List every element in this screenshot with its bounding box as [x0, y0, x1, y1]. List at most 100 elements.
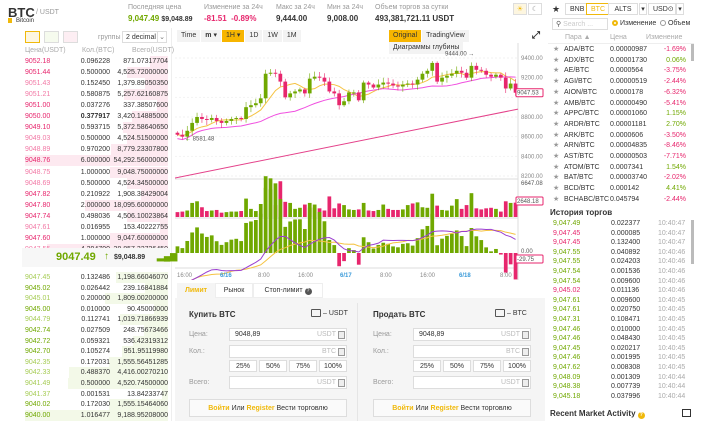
- star-icon[interactable]: ★: [553, 153, 560, 160]
- star-icon[interactable]: ★: [553, 131, 560, 139]
- tab-btc[interactable]: BTC: [586, 3, 610, 15]
- stepper-icon[interactable]: [522, 348, 529, 356]
- dark-theme-icon[interactable]: ☾: [528, 3, 542, 15]
- book-row[interactable]: 9042.74 0.027509 248.75673466: [25, 325, 168, 336]
- usd-dropdown-icon[interactable]: ▾: [676, 3, 684, 15]
- book-row[interactable]: 9051.44 0.500000 4,525.72000000: [25, 67, 168, 79]
- pct-75-button[interactable]: 75%: [289, 360, 317, 372]
- col-change[interactable]: Изменение: [646, 34, 683, 41]
- star-icon[interactable]: ★: [553, 46, 560, 53]
- buy-qty-input[interactable]: BTC: [229, 345, 347, 358]
- buy-total-input[interactable]: USDT: [229, 376, 347, 389]
- radio-change[interactable]: Изменение: [612, 20, 656, 27]
- buy-price-input[interactable]: 9048,89 USDT: [229, 328, 347, 341]
- book-row[interactable]: 9041.49 0.500000 4,520.74500000: [25, 378, 168, 389]
- book-both-icon[interactable]: [25, 31, 40, 43]
- market-row[interactable]: ★ AMB/BTC 0.00000490 -5.41%: [548, 99, 694, 110]
- login-link[interactable]: Войти: [208, 405, 230, 412]
- group-select[interactable]: 2 decimal ⌄: [122, 31, 167, 43]
- book-row[interactable]: 9047.80 2.000000 18,095.60000000: [25, 199, 168, 211]
- star-icon[interactable]: ★: [553, 142, 560, 150]
- book-row[interactable]: 9047.74 0.498036 4,506.10023864: [25, 210, 168, 222]
- book-row[interactable]: 9048.75 1.000000 9,048.75000000: [25, 166, 168, 178]
- interval-1d[interactable]: 1D: [245, 30, 263, 42]
- sell-qty-input[interactable]: BTC: [413, 345, 531, 358]
- interval-minutes[interactable]: m ▾: [201, 30, 221, 42]
- stepper-icon[interactable]: [522, 331, 529, 339]
- star-icon[interactable]: ★: [553, 99, 560, 107]
- book-row[interactable]: 9049.03 0.500000 4,524.51500000: [25, 133, 168, 145]
- star-icon[interactable]: ★: [553, 163, 560, 171]
- col-price[interactable]: Цена: [610, 34, 627, 41]
- sell-total-input[interactable]: USDT: [413, 376, 531, 389]
- interval-1m[interactable]: 1M: [282, 30, 301, 42]
- book-row[interactable]: 9050.00 0.377917 3,420.14885000: [25, 111, 168, 123]
- pct-25-button[interactable]: 25%: [229, 360, 257, 372]
- tab-market[interactable]: Рынок: [215, 283, 253, 298]
- stepper-icon[interactable]: [338, 331, 345, 339]
- market-row[interactable]: ★ BAT/BTC 0.00003740 -2.02%: [548, 173, 694, 184]
- col-pair[interactable]: Пара ▲: [565, 34, 591, 41]
- fullscreen-icon[interactable]: ⤢: [532, 30, 540, 41]
- star-icon[interactable]: ★: [553, 110, 560, 118]
- radio-volume[interactable]: Объем: [660, 20, 690, 27]
- stepper-icon[interactable]: [522, 379, 529, 387]
- book-row[interactable]: 9042.35 0.172031 1,555.56451285: [25, 356, 168, 368]
- book-row[interactable]: 9045.02 0.026442 239.16841884: [25, 282, 168, 294]
- star-icon[interactable]: ★: [553, 195, 560, 203]
- search-input[interactable]: ⚲ Search ...: [552, 18, 608, 30]
- book-asks-icon[interactable]: [63, 31, 78, 43]
- light-theme-icon[interactable]: ☀: [513, 3, 527, 15]
- help-icon[interactable]: ?: [637, 412, 645, 419]
- market-row[interactable]: ★ ARDR/BTC 0.00001181 2.70%: [548, 120, 694, 131]
- market-row[interactable]: ★ AION/BTC 0.0000178 -6.32%: [548, 88, 694, 99]
- pct-100-button[interactable]: 100%: [319, 360, 347, 372]
- star-icon[interactable]: ★: [553, 174, 560, 182]
- star-icon[interactable]: ★: [553, 88, 560, 96]
- collapse-icon[interactable]: [682, 409, 691, 417]
- market-row[interactable]: ★ ADA/BTC 0.00000987 -1.69%: [548, 45, 694, 56]
- book-row[interactable]: 9047.61 0.016955 153.40222755: [25, 221, 168, 233]
- book-row[interactable]: 9042.33 0.488370 4,416.00270210: [25, 367, 168, 379]
- book-row[interactable]: 9045.00 0.010000 90.45000000: [25, 303, 168, 315]
- book-row[interactable]: 9049.10 0.593715 5,372.58640650: [25, 122, 168, 134]
- market-row[interactable]: ★ ARN/BTC 0.00004835 -8.46%: [548, 141, 694, 152]
- view-original[interactable]: Original: [389, 30, 422, 42]
- book-row[interactable]: 9048.69 0.500000 4,524.34500000: [25, 177, 168, 189]
- pct-50-button[interactable]: 50%: [443, 360, 471, 372]
- pct-75-button[interactable]: 75%: [473, 360, 501, 372]
- book-row[interactable]: 9042.72 0.059321 536.42319312: [25, 335, 168, 347]
- sell-price-input[interactable]: 9048,89 USDT: [413, 328, 531, 341]
- interval-1w[interactable]: 1W: [263, 30, 282, 42]
- history-scrollbar[interactable]: [691, 220, 694, 264]
- view-tradingview[interactable]: TradingView: [422, 30, 469, 42]
- alts-dropdown-icon[interactable]: ▾: [639, 3, 647, 15]
- market-row[interactable]: ★ APPC/BTC 0.00001060 1.15%: [548, 109, 694, 120]
- market-row[interactable]: ★ AST/BTC 0.00000503 -7.71%: [548, 152, 694, 163]
- stepper-icon[interactable]: [338, 348, 345, 356]
- tab-limit[interactable]: Лимит: [177, 283, 215, 298]
- interval-1h[interactable]: 1H ▾: [222, 30, 245, 42]
- market-row[interactable]: ★ ATOM/BTC 0.0007341 1.54%: [548, 163, 694, 174]
- book-row[interactable]: 9042.70 0.105274 951.95119980: [25, 346, 168, 358]
- tab-bnb[interactable]: BNB: [565, 3, 590, 15]
- stepper-icon[interactable]: [338, 379, 345, 387]
- login-link[interactable]: Войти: [392, 405, 414, 412]
- star-icon[interactable]: ★: [553, 56, 560, 64]
- book-row[interactable]: 9051.21 0.580875 5,257.62160875: [25, 89, 168, 101]
- book-row[interactable]: 9047.45 0.132486 1,198.66046070: [25, 272, 168, 283]
- book-row[interactable]: 9048.76 6.000000 54,292.56000000: [25, 155, 168, 167]
- help-icon[interactable]: ?: [304, 288, 312, 295]
- pct-100-button[interactable]: 100%: [503, 360, 531, 372]
- view-depth[interactable]: Диаграммы глубины: [389, 42, 464, 54]
- book-row[interactable]: 9047.60 1.000000 9,047.60000000: [25, 232, 168, 244]
- market-row[interactable]: ★ BCD/BTC 0.000142 4.41%: [548, 184, 694, 195]
- tab-usd[interactable]: USD⊙: [648, 3, 676, 15]
- book-row[interactable]: 9044.79 0.112741 1,019.71866939: [25, 314, 168, 326]
- star-icon[interactable]: ★: [553, 78, 560, 86]
- tab-alts[interactable]: ALTS: [608, 3, 638, 15]
- book-row[interactable]: 9047.82 0.210922 1,908.38429004: [25, 188, 168, 200]
- market-row[interactable]: ★ BCHABC/BTC 0.045794 -2.44%: [548, 195, 694, 206]
- book-row[interactable]: 9045.01 0.200000 1,809.00200000: [25, 293, 168, 305]
- register-link[interactable]: Register: [430, 405, 459, 412]
